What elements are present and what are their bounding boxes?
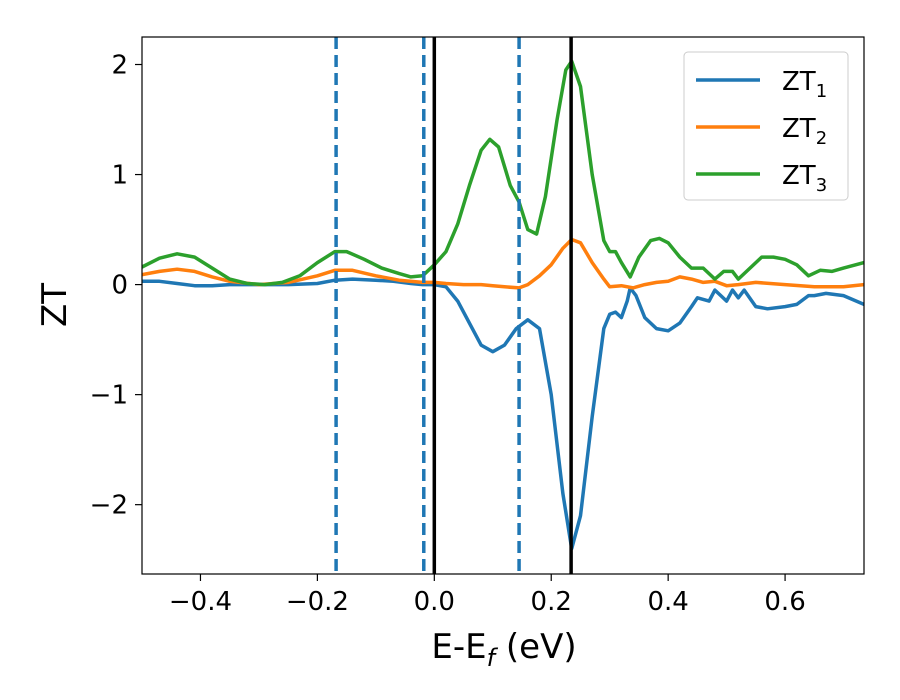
axis-ticks-layer: −0.4 −0.2 0.0 0.2 0.4 0.6 −2 −1 0 1 2 [90,51,806,617]
plot-frame [141,36,865,575]
y-tick-label: 2 [111,51,128,81]
legend-label-zt3: ZT3 [782,161,827,196]
x-tick-label: 0.2 [531,587,572,617]
y-tick-label: 0 [111,271,128,301]
legend-label-zt1: ZT1 [782,67,827,102]
x-tick-label: −0.4 [169,587,232,617]
series-line-zt2 [142,237,864,290]
y-axis-label: ZT [35,283,75,327]
x-tick-label: −0.2 [286,587,349,617]
x-tick-label: 0.6 [764,587,805,617]
legend: ZT1 ZT2 ZT3 [683,51,849,201]
series-layer [142,59,864,551]
x-tick-label: 0.0 [414,587,455,617]
series-line-zt1 [142,277,864,551]
y-tick-label: −1 [90,381,128,411]
x-axis-label: E-Ef (eV) [431,627,576,672]
reference-lines-layer [334,37,573,574]
legend-label-zt2: ZT2 [782,114,827,149]
x-tick-label: 0.4 [647,587,688,617]
y-tick-label: −2 [90,491,128,521]
y-tick-label: 1 [111,161,128,191]
series-line-zt3 [142,59,864,287]
legend-box [683,51,849,201]
